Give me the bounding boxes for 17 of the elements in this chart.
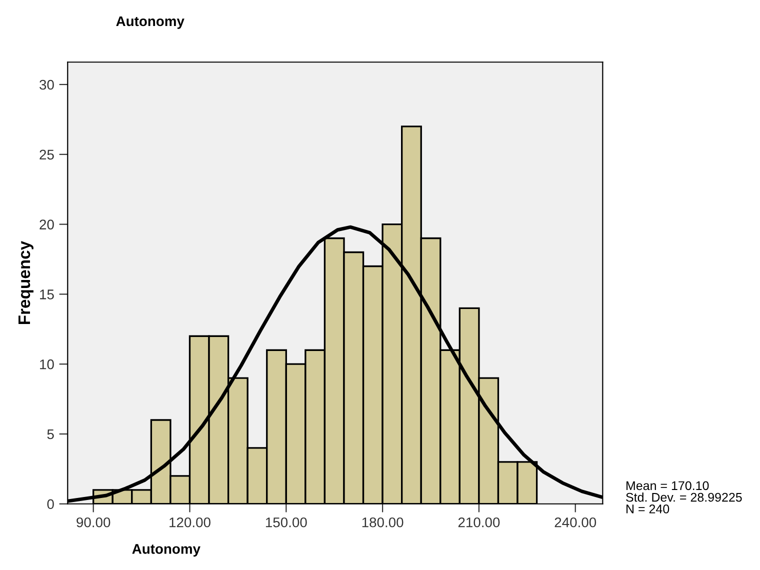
x-tick-label: 240.00 [554, 517, 596, 528]
y-axis-title: Frequency [18, 240, 34, 324]
x-tick-label: 150.00 [266, 517, 307, 528]
y-tick-label: 20 [40, 220, 54, 230]
x-tick-label: 120.00 [170, 517, 210, 528]
text: Mean = 170.10 Std. Dev. = 28.99225 N = 240 [626, 481, 742, 514]
y-tick-label: 5 [47, 429, 54, 440]
y-tick-label: 25 [40, 150, 54, 160]
y-tick-label: 10 [40, 359, 54, 370]
x-tick-label: 210.00 [458, 517, 500, 528]
x-axis-title: Autonomy [132, 544, 200, 557]
x-tick-label: 180.00 [362, 517, 404, 528]
chart-title: Autonomy [116, 16, 184, 29]
x-tick-label: 90.00 [76, 517, 110, 528]
y-tick-label: 15 [40, 290, 54, 300]
y-tick-label: 30 [40, 80, 54, 90]
y-tick-label: 0 [47, 499, 54, 510]
